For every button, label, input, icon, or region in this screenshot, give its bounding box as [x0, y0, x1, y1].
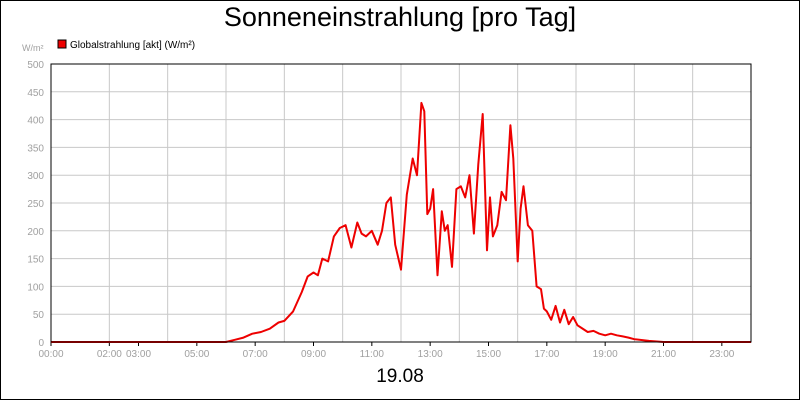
x-tick-label: 03:00: [126, 349, 151, 360]
plot-border: [50, 63, 752, 343]
y-tick-label: 150: [27, 255, 44, 266]
y-tick-label: 0: [38, 338, 44, 349]
y-tick-label: 100: [27, 282, 44, 293]
legend-swatch: [57, 39, 67, 49]
x-tick-label: 23:00: [709, 349, 734, 360]
y-tick-label: 50: [33, 310, 45, 321]
x-tick-label: 05:00: [184, 349, 209, 360]
y-tick-label: 250: [27, 199, 44, 210]
y-tick-label: 500: [27, 60, 44, 71]
series-line: [51, 101, 751, 343]
x-tick-label: 07:00: [243, 349, 268, 360]
x-tick-label: 00:00: [38, 349, 63, 360]
x-tick-label: 02:00: [97, 349, 122, 360]
y-tick-label: 200: [27, 227, 44, 238]
y-tick-label: 400: [27, 116, 44, 127]
x-tick-label: 19:00: [593, 349, 618, 360]
y-tick-label: 350: [27, 143, 44, 154]
x-tick-label: 17:00: [534, 349, 559, 360]
x-tick-label: 15:00: [476, 349, 501, 360]
y-tick-label: 300: [27, 171, 44, 182]
legend: Globalstrahlung [akt] (W/m²): [57, 39, 195, 51]
x-tick-label: 13:00: [418, 349, 443, 360]
y-axis-unit: W/m²: [22, 43, 44, 53]
x-tick-label: 11:00: [360, 349, 385, 360]
x-tick-label: 09:00: [301, 349, 326, 360]
x-axis: 00:00 02:00 03:00 05:00 07:00 09:00 11:00 13:00…: [38, 342, 735, 360]
series-layer: [51, 101, 751, 343]
chart-title: Sonneneinstrahlung [pro Tag]: [223, 2, 577, 32]
y-axis: 0 50 100 150 200 250 300 350 400 450 500: [27, 60, 44, 349]
x-tick-label: 21:00: [651, 349, 676, 360]
legend-label: Globalstrahlung [akt] (W/m²): [70, 40, 195, 51]
date-label: 19.08: [376, 366, 424, 387]
y-tick-label: 450: [27, 88, 44, 99]
